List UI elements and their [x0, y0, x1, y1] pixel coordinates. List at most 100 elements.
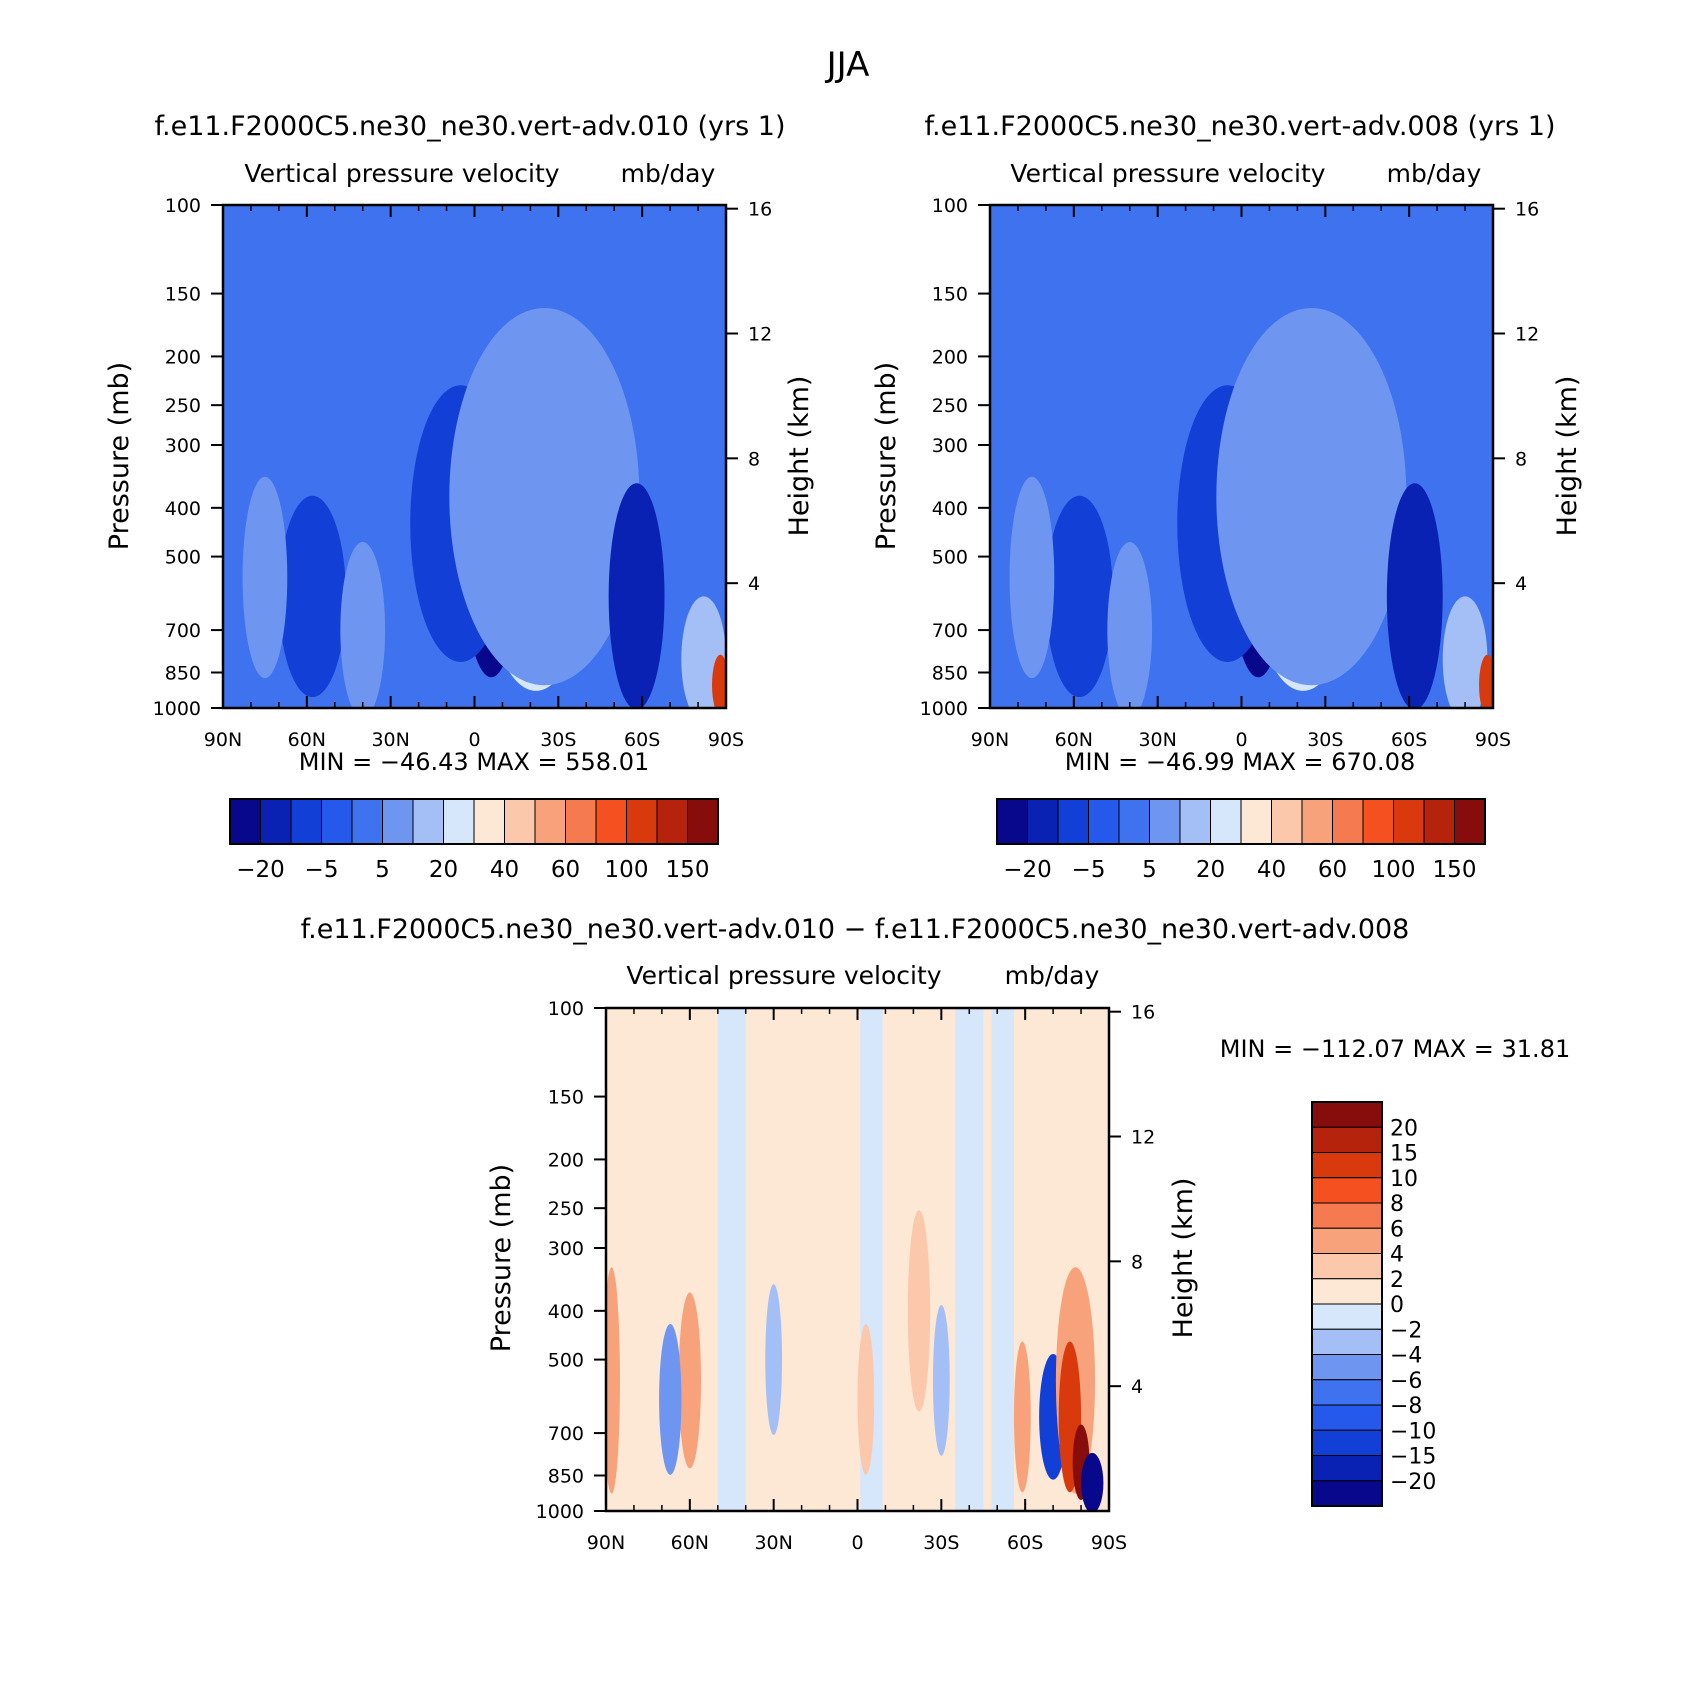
panel-diff-field-band [614, 1008, 654, 1511]
panel-1-field [223, 205, 726, 708]
panel-2-colorbar-box [1149, 798, 1181, 845]
panel-1-colorbar-box [687, 798, 719, 845]
panel-diff-y-tick-label: 200 [548, 1149, 584, 1171]
panel-diff-colorbar-label: −8 [1390, 1394, 1422, 1419]
panel-diff-colorbar-box [1311, 1480, 1383, 1507]
panel-diff-field-blob [606, 1267, 620, 1494]
panel-2-y2-tick-label: 12 [1515, 324, 1539, 346]
panel-1-y2-tick-label: 12 [748, 324, 772, 346]
panel-1-y-tick-label: 150 [165, 284, 201, 306]
panel-2-colorbar-box [1332, 798, 1364, 845]
panel-1-field-blob [278, 495, 346, 698]
panel-diff-y-tick-label: 250 [548, 1198, 584, 1220]
panel-diff-colorbar-box [1311, 1429, 1383, 1456]
panel-1-colorbar-frame [229, 798, 719, 845]
panel-2-field-blob [1479, 654, 1493, 708]
panel-1-field-blob [340, 542, 386, 708]
panel-1-colorbar-label: −5 [305, 857, 339, 883]
panel-1-colorbar-box [321, 798, 353, 845]
panel-diff-colorbar-label: 20 [1390, 1116, 1418, 1141]
panel-diff-y-tick-label: 300 [548, 1238, 584, 1260]
panel-diff-colorbar-box [1311, 1126, 1383, 1153]
panel-diff-field-blob [857, 1323, 875, 1475]
panel-diff-x-tick-label: 30S [923, 1532, 959, 1554]
panel-diff-y2label: Height (km) [1168, 1178, 1199, 1339]
panel-1-colorbar-label: 100 [605, 857, 649, 883]
panel-1-x-tick-label: 60S [624, 729, 660, 751]
panel-2-field-blob [1216, 308, 1407, 686]
panel-2-y-tick-label: 400 [932, 498, 968, 520]
panel-diff-colorbar-box [1311, 1152, 1383, 1179]
panel-2-y2label: Height (km) [1552, 376, 1583, 537]
panel-2-colorbar-box [1454, 798, 1486, 845]
panel-2-y-tick-label: 100 [932, 195, 968, 217]
panel-diff-subtitle-right: mb/day [1005, 961, 1100, 990]
panel-1-colorbar-box [412, 798, 444, 845]
panel-1-y-tick-label: 100 [165, 195, 201, 217]
panel-2-case-title: f.e11.F2000C5.ne30_ne30.vert-adv.008 (yr… [924, 111, 1555, 142]
panel-1-colorbar-box [595, 798, 627, 845]
panel-diff-colorbar-frame [1311, 1101, 1383, 1507]
panel-diff-colorbar-box [1311, 1328, 1383, 1355]
panel-2-colorbar-box [1210, 798, 1242, 845]
panel-1-colorbar-label: 150 [666, 857, 710, 883]
panel-diff-x-tick-label: 90S [1091, 1532, 1127, 1554]
panel-1-y-tick-label: 250 [165, 395, 201, 417]
panel-2-plot-area: 90N 60N 30N 0 30S 60S 90S 100 150 200 250 300 400 500… [920, 195, 1540, 751]
panel-1-field-blob [449, 308, 640, 686]
panel-1-colorbar-box [382, 798, 414, 845]
panel-2-colorbar-box [996, 798, 1028, 845]
panel-2-x-tick-label: 30N [1138, 729, 1176, 751]
panel-1-x-tick-label: 30N [371, 729, 409, 751]
panel-2-y2-tick-label: 8 [1515, 448, 1527, 470]
panel-diff-y2-tick-label: 8 [1131, 1251, 1143, 1273]
panel-1-subtitle-left: Vertical pressure velocity [244, 159, 559, 188]
panel-2-x-tick-label: 90S [1475, 729, 1511, 751]
panel-diff-colorbar-box [1311, 1455, 1383, 1482]
panel-diff-y-tick-label: 700 [548, 1423, 584, 1445]
panel-1-field-blob [712, 654, 726, 708]
panel-1: f.e11.F2000C5.ne30_ne30.vert-adv.010 (yr… [104, 111, 815, 883]
panel-diff-field-blob [907, 1210, 931, 1412]
panel-1-x-tick-label: 90S [708, 729, 744, 751]
panel-1-y-tick-label: 1000 [153, 698, 201, 720]
panel-2-y2-tick-label: 4 [1515, 573, 1527, 595]
panel-1-colorbar-box [565, 798, 597, 845]
panel-diff-y-tick-label: 400 [548, 1301, 584, 1323]
panel-2-colorbar-label: 20 [1196, 857, 1225, 883]
panel-diff-x-tick-label: 90N [587, 1532, 625, 1554]
panel-2-colorbar-frame [996, 798, 1486, 845]
panel-diff-field-blob [1013, 1341, 1031, 1493]
panel-1-field-blob [242, 476, 288, 679]
panel-diff-y2-tick-label: 12 [1131, 1127, 1155, 1149]
panel-1-field-blob [608, 483, 665, 708]
panel-2-colorbar-box [1301, 798, 1333, 845]
panel-diff-colorbar-label: 2 [1390, 1268, 1404, 1293]
panel-diff-x-tick-label: 60S [1007, 1532, 1043, 1554]
panel-diff-colorbar-box [1311, 1101, 1383, 1128]
panel-diff-subtitle-left: Vertical pressure velocity [626, 961, 941, 990]
panel-1-colorbar-label: −20 [236, 857, 285, 883]
panel-diff-field-blob [1081, 1452, 1104, 1511]
panel-diff-field-band [955, 1008, 984, 1511]
panel-1-y-tick-label: 700 [165, 620, 201, 642]
panel-2-y-tick-label: 1000 [920, 698, 968, 720]
panel-1-x-tick-label: 60N [288, 729, 326, 751]
panel-1-colorbar-box [290, 798, 322, 845]
panel-2-x-tick-label: 90N [971, 729, 1009, 751]
panel-1-x-tick-label: 30S [540, 729, 576, 751]
panel-2-y-tick-label: 300 [932, 435, 968, 457]
panel-diff-field-blob [678, 1292, 702, 1469]
panel-2-colorbar-box [1271, 798, 1303, 845]
panel-2-y2-tick-label: 16 [1515, 199, 1539, 221]
panel-diff-colorbar-box [1311, 1303, 1383, 1330]
panel-1-x-tick-label: 90N [204, 729, 242, 751]
panel-diff-x-tick-label: 0 [851, 1532, 863, 1554]
panel-diff-colorbar-label: −15 [1390, 1445, 1436, 1470]
panel-diff-plot-area: 90N 60N 30N 0 30S 60S 90S 100 150 200 250 300 400 500… [536, 998, 1156, 1554]
panel-1-y-tick-label: 500 [165, 547, 201, 569]
panel-diff-colorbar-box [1311, 1354, 1383, 1381]
panel-diff-y-tick-label: 850 [548, 1465, 584, 1487]
